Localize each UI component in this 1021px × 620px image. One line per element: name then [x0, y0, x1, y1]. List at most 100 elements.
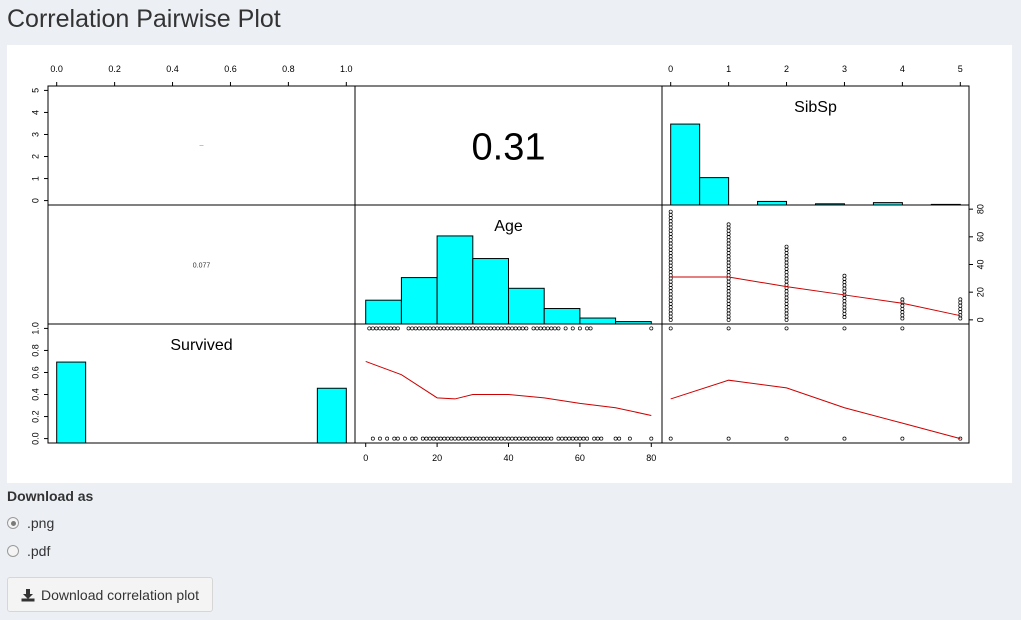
scatter-point: [378, 436, 382, 441]
scatter-point: [413, 326, 418, 331]
scatter-point: [535, 326, 540, 331]
age-histogram-bar: [436, 235, 474, 325]
scatter-point: [420, 436, 425, 441]
scatter-point: [524, 436, 529, 441]
scatter-point: [726, 235, 731, 240]
scatter-point: [668, 305, 673, 310]
radio-option-pdf[interactable]: .pdf: [7, 541, 407, 561]
scatter-point: [900, 303, 905, 308]
scatter-point: [456, 436, 461, 441]
scatter-point: [668, 270, 673, 275]
scatter-point: [510, 326, 515, 331]
smooth-line: [670, 379, 961, 440]
scatter-point: [531, 436, 536, 441]
left-axis-tick-label: 2: [30, 154, 40, 159]
scatter-point: [499, 326, 504, 331]
scatter-point: [726, 273, 731, 278]
scatter-point: [460, 326, 465, 331]
scatter-point: [726, 228, 731, 233]
scatter-point: [502, 326, 507, 331]
scatter-point: [470, 326, 475, 331]
scatter-point: [668, 314, 673, 319]
scatter-point: [668, 436, 673, 441]
scatter-point: [726, 238, 731, 243]
scatter-point: [442, 436, 447, 441]
scatter-point: [449, 326, 454, 331]
scatter-point: [668, 289, 673, 294]
scatter-point: [588, 326, 593, 331]
scatter-point: [726, 244, 731, 249]
scatter-point: [784, 436, 789, 441]
radio-button-png[interactable]: [7, 517, 19, 529]
left-axis-tick-label: 0.8: [30, 344, 40, 357]
scatter-point: [428, 436, 432, 441]
top-axis-tick-label: 2: [784, 64, 789, 74]
scatter-point: [517, 326, 522, 331]
scatter-point: [726, 263, 731, 268]
scatter-point: [431, 436, 436, 441]
age-histogram-bar: [365, 299, 402, 325]
scatter-point: [510, 436, 515, 441]
scatter-point: [726, 282, 731, 287]
scatter-point: [410, 436, 415, 441]
scatter-point: [784, 247, 789, 252]
scatter-point: [784, 301, 789, 306]
top-axis-tick-label: 0: [668, 64, 673, 74]
bottom-axis-tick-label: 40: [503, 453, 513, 463]
scatter-point: [668, 251, 673, 255]
scatter-point: [784, 260, 789, 265]
scatter-point: [900, 297, 905, 302]
radio-button-pdf[interactable]: [7, 545, 19, 557]
scatter-point: [506, 326, 511, 331]
top-axis-tick-label: 0.0: [50, 64, 63, 74]
scatter-point: [392, 436, 397, 441]
download-correlation-plot-button[interactable]: Download correlation plot: [7, 577, 213, 612]
right-axis-tick-label: 20: [975, 287, 985, 297]
age-histogram-bar: [579, 317, 617, 325]
scatter-point: [668, 209, 673, 214]
scatter-point: [784, 276, 789, 281]
scatter-point: [784, 311, 789, 316]
scatter-point: [560, 436, 564, 441]
scatter-point: [467, 326, 472, 331]
scatter-point: [627, 436, 632, 441]
scatter-point: [668, 231, 673, 236]
scatter-point: [784, 257, 789, 262]
scatter-point: [784, 263, 789, 268]
scatter-point: [784, 326, 789, 331]
scatter-point: [542, 436, 547, 441]
scatter-point: [668, 292, 673, 297]
scatter-point: [668, 244, 673, 249]
scatter-point: [668, 228, 673, 233]
top-axis-tick-label: 3: [842, 64, 847, 74]
scatter-point: [958, 306, 963, 311]
scatter-point: [502, 436, 507, 441]
scatter-point: [517, 436, 522, 441]
scatter-point: [900, 326, 905, 331]
scatter-point: [381, 326, 386, 331]
scatter-point: [388, 326, 393, 331]
scatter-point: [726, 225, 731, 230]
panel-border: [354, 323, 663, 444]
scatter-point: [668, 247, 673, 252]
scatter-point: [520, 436, 525, 441]
scatter-point: [420, 326, 425, 331]
scatter-point: [552, 326, 557, 331]
scatter-point: [784, 244, 789, 249]
left-axis-tick-label: 0.6: [30, 366, 40, 379]
scatter-point: [477, 326, 482, 331]
scatter-point: [668, 266, 673, 271]
top-axis-tick-label: 0.4: [166, 64, 179, 74]
scatter-point: [549, 326, 554, 331]
left-axis-tick-label: 0: [30, 198, 40, 203]
scatter-point: [900, 313, 905, 318]
scatter-point: [668, 301, 673, 306]
scatter-point: [431, 326, 436, 331]
page-title: Correlation Pairwise Plot: [7, 5, 281, 33]
radio-option-png[interactable]: .png: [7, 513, 407, 533]
scatter-point: [378, 326, 382, 331]
scatter-point: [900, 436, 905, 441]
scatter-point: [395, 326, 400, 331]
scatter-point: [403, 436, 407, 441]
scatter-point: [463, 326, 468, 331]
